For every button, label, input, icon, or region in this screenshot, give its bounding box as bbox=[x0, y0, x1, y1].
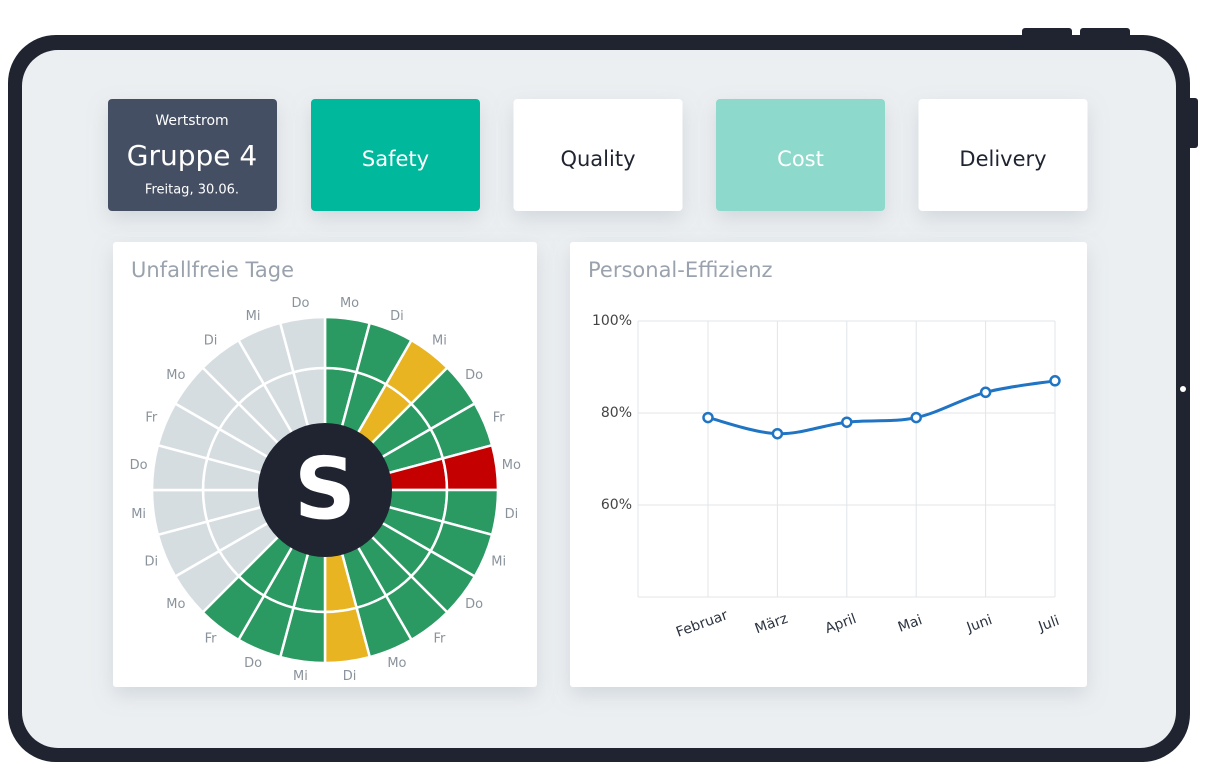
day-label: Fr bbox=[145, 411, 158, 426]
y-tick-label: 100% bbox=[592, 313, 632, 329]
day-label: Do bbox=[291, 296, 309, 311]
header-label: Wertstrom bbox=[155, 113, 228, 129]
day-label: Fr bbox=[434, 632, 447, 647]
day-label: Mo bbox=[502, 458, 521, 473]
day-label: Do bbox=[244, 656, 262, 671]
day-label: Di bbox=[343, 669, 357, 684]
y-tick-label: 80% bbox=[601, 405, 632, 421]
data-point bbox=[1049, 375, 1061, 387]
series-line bbox=[707, 379, 1056, 436]
camera bbox=[1180, 386, 1186, 392]
day-label: Fr bbox=[205, 632, 218, 647]
data-point bbox=[841, 416, 853, 428]
day-label: Mo bbox=[340, 296, 359, 311]
day-label: Mo bbox=[387, 656, 406, 671]
day-label: Mi bbox=[491, 554, 506, 569]
tab-label: Quality bbox=[560, 147, 635, 171]
x-tick-label: Juli bbox=[1036, 613, 1062, 635]
day-label: Do bbox=[130, 458, 148, 473]
data-point bbox=[979, 386, 992, 399]
panel bbox=[570, 242, 1087, 687]
day-label: Mo bbox=[166, 368, 185, 383]
y-tick-label: 60% bbox=[601, 497, 632, 513]
tab[interactable] bbox=[513, 99, 683, 211]
header-box bbox=[108, 99, 277, 211]
x-tick-label: Mai bbox=[896, 612, 925, 635]
tab[interactable] bbox=[311, 99, 480, 211]
day-label: Do bbox=[465, 368, 483, 383]
tab-label: Safety bbox=[362, 147, 429, 171]
header-title: Gruppe 4 bbox=[127, 139, 257, 172]
data-point bbox=[771, 427, 784, 440]
header-date: Freitag, 30.06. bbox=[145, 183, 239, 198]
day-label: Fr bbox=[493, 411, 506, 426]
day-label: Mi bbox=[246, 309, 261, 324]
center-letter: S bbox=[294, 439, 356, 539]
day-label: Mi bbox=[293, 669, 308, 684]
day-label: Mo bbox=[166, 597, 185, 612]
day-label: Do bbox=[465, 597, 483, 612]
day-label: Di bbox=[390, 309, 404, 324]
day-label: Di bbox=[204, 333, 218, 348]
panel-title: Personal-Effizienz bbox=[588, 258, 773, 282]
tab[interactable] bbox=[918, 99, 1088, 211]
tab-label: Delivery bbox=[959, 147, 1046, 171]
tab-label: Cost bbox=[777, 147, 824, 171]
day-segment bbox=[278, 315, 327, 374]
day-label: Di bbox=[144, 554, 158, 569]
center-circle bbox=[258, 423, 392, 557]
data-point bbox=[910, 411, 922, 424]
panel-title: Unfallfreie Tage bbox=[131, 258, 294, 282]
data-point bbox=[702, 411, 714, 424]
day-label: Mi bbox=[131, 507, 146, 522]
day-label: Di bbox=[505, 507, 519, 522]
tab[interactable] bbox=[716, 99, 885, 211]
day-label: Mi bbox=[432, 333, 447, 348]
